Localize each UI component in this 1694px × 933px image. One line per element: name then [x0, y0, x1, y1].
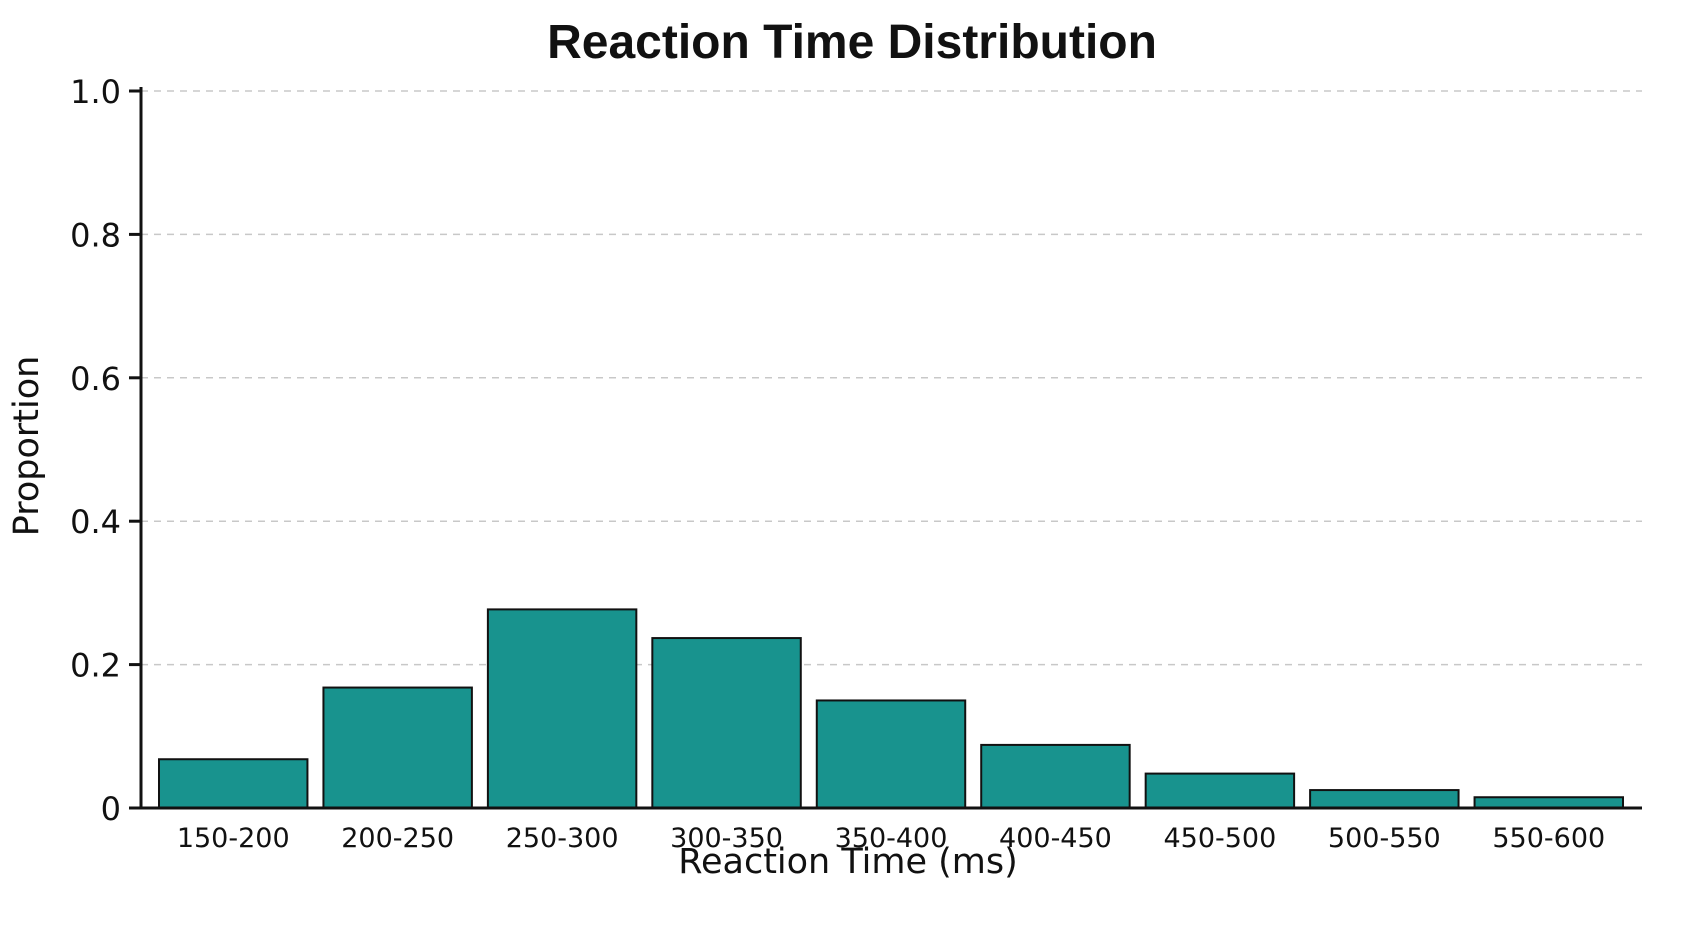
bar-150-200	[158, 758, 309, 810]
bar-350-400	[815, 699, 967, 810]
bar-200-250	[322, 686, 473, 810]
bar-400-450	[980, 743, 1131, 809]
y-axis-ticks: 0 0.2 0.4 0.6 0.8 1.0	[70, 73, 141, 828]
x-tick-label: 450-500	[1163, 823, 1276, 854]
x-tick-label: 550-600	[1492, 823, 1605, 854]
bar-300-350	[651, 637, 802, 809]
y-tick-label: 0	[101, 790, 121, 828]
x-tick-label: 250-300	[506, 823, 619, 854]
y-tick-label: 0.6	[70, 360, 121, 398]
bar-250-300	[486, 608, 638, 809]
gridlines	[141, 90, 1642, 666]
y-tick-label: 0.2	[70, 647, 121, 685]
bar-550-600	[1473, 796, 1624, 809]
y-tick-label: 0.4	[70, 503, 121, 541]
bars	[158, 608, 1624, 810]
x-tick-label: 350-400	[835, 823, 948, 854]
bar-500-550	[1309, 789, 1460, 810]
y-axis-title: Proportion	[7, 356, 47, 537]
x-tick-label: 400-450	[999, 823, 1112, 854]
y-tick-label: 0.8	[70, 216, 121, 254]
x-tick-label: 300-350	[670, 823, 783, 854]
x-tick-label: 500-550	[1328, 823, 1441, 854]
bar-450-500	[1144, 772, 1296, 809]
x-tick-label: 150-200	[177, 823, 290, 854]
axes	[129, 87, 1642, 810]
y-tick-label: 1.0	[70, 73, 121, 111]
chart-title: Reaction Time Distribution	[547, 16, 1157, 69]
x-axis-title: Reaction Time (ms)	[678, 842, 1018, 882]
x-axis-ticks: 150-200 200-250 250-300 300-350 350-400 400-4…	[177, 823, 1605, 854]
x-tick-label: 200-250	[341, 823, 454, 854]
